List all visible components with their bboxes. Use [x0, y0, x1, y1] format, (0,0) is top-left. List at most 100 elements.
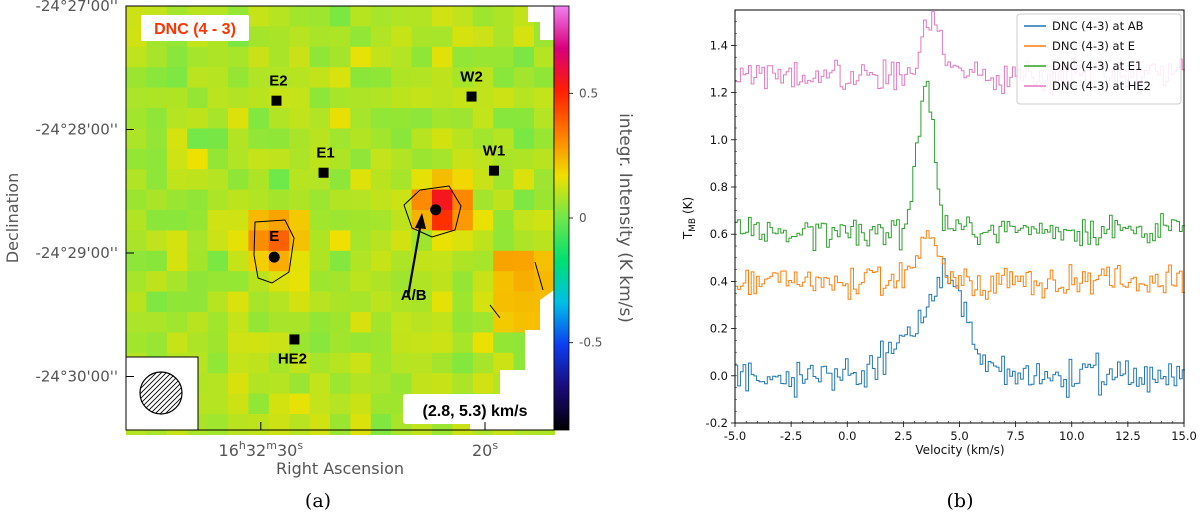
map-pixel: [146, 87, 168, 109]
map-pixel: [166, 271, 188, 293]
map-pixel: [370, 128, 392, 150]
colorbar-label: integr. Intensity (K km/s): [615, 113, 635, 323]
map-pixel: [268, 46, 290, 68]
map-pixel: [228, 210, 249, 231]
map-pixel: [207, 67, 229, 89]
spectrum-series-0: [735, 258, 1185, 398]
map-title-box: [141, 15, 249, 41]
panel-b-spectra: -5.0 -2.5 0.0 2.5 5.0 7.5 10.0 12.5 15.0 -0.2 0.0…: [681, 9, 1197, 512]
panel-b-label: (b): [947, 490, 974, 512]
map-pixel: [330, 332, 351, 354]
spectra-x-tick-label: 2.5: [894, 429, 912, 443]
map-pixel: [391, 26, 413, 48]
map-pixel: [309, 87, 331, 109]
map-pixel: [513, 312, 535, 333]
map-pixel: [289, 271, 311, 293]
map-pixel: [350, 210, 372, 231]
map-pixel: [289, 46, 311, 68]
map-pixel: [126, 148, 147, 170]
map-pixel: [248, 414, 270, 435]
map-xlabel: Right Ascension: [276, 459, 404, 478]
map-pixel: [330, 169, 351, 191]
map-pixel: [493, 230, 515, 252]
map-pixel: [493, 352, 515, 374]
panel-a-label: (a): [305, 490, 331, 512]
map-pixel: [330, 230, 351, 252]
source-marker-w2: [466, 91, 477, 102]
map-pixel: [432, 169, 453, 191]
map-pixel: [309, 332, 331, 354]
spectra-x-tick-label: 15.0: [1171, 429, 1197, 443]
source-label: W1: [483, 143, 506, 160]
map-pixel: [411, 230, 433, 252]
map-pixel: [534, 128, 555, 150]
source-label: HE2: [278, 350, 307, 367]
map-pixel: [452, 291, 474, 313]
map-pixel: [268, 189, 290, 211]
spectra-xlabel: Velocity (km/s): [915, 443, 1004, 457]
spectra-y-tick-label: -0.2: [706, 416, 728, 430]
map-pixel: [534, 250, 555, 272]
map-pixel: [391, 108, 413, 129]
map-pixel: [350, 393, 372, 415]
map-pixel: [166, 87, 188, 109]
map-pixel: [146, 169, 168, 191]
map-pixel: [289, 148, 311, 170]
map-pixel: [350, 230, 372, 252]
map-pixel: [166, 169, 188, 191]
map-pixel: [472, 128, 494, 150]
map-pixel: [248, 148, 270, 170]
map-pixel: [391, 128, 413, 150]
map-pixel: [248, 352, 270, 374]
map-pixel: [411, 148, 433, 170]
source-label: E1: [316, 145, 334, 162]
map-pixel: [513, 67, 535, 89]
map-pixel: [330, 271, 351, 293]
map-pixel: [228, 128, 249, 150]
map-pixel: [187, 148, 209, 170]
map-pixel: [126, 230, 147, 252]
map-pixel: [370, 169, 392, 191]
contour-e: [253, 219, 295, 284]
map-pixel: [370, 352, 392, 374]
map-pixel: [452, 271, 474, 293]
spectra-x-tick-label: -5.0: [724, 429, 746, 443]
map-pixel: [146, 108, 168, 129]
map-pixel: [330, 414, 351, 435]
map-pixel: [187, 128, 209, 150]
map-pixel: [493, 148, 515, 170]
map-pixel: [472, 87, 494, 109]
map-pixel: [228, 67, 249, 89]
map-pixel: [166, 230, 188, 252]
map-pixel: [350, 128, 372, 150]
map-pixel: [228, 414, 249, 435]
map-pixel: [452, 352, 474, 374]
map-pixel: [228, 332, 249, 354]
map-pixel: [391, 148, 413, 170]
map-pixel: [289, 230, 311, 252]
map-pixel: [513, 46, 535, 68]
map-pixel: [309, 373, 331, 395]
map-pixel: [248, 230, 270, 252]
map-pixel: [513, 189, 535, 211]
map-pixel: [432, 67, 453, 89]
map-pixel: [370, 87, 392, 109]
map-x-tick-label: 20s: [472, 439, 498, 460]
map-pixel: [370, 230, 392, 252]
map-pixel: [350, 108, 372, 129]
colorbar-tick-label: 0: [579, 211, 587, 225]
map-pixel: [166, 332, 188, 354]
map-pixel: [146, 210, 168, 231]
map-pixel: [126, 108, 147, 129]
map-pixel: [370, 6, 392, 27]
spectra-y-tick-label: 1.0: [710, 133, 728, 147]
map-pixel: [268, 271, 290, 293]
spectra-x-tick-label: 12.5: [1115, 429, 1141, 443]
map-pixel: [228, 291, 249, 313]
map-pixel: [411, 291, 433, 313]
map-pixel: [248, 87, 270, 109]
map-pixel: [268, 291, 290, 313]
map-pixel: [370, 271, 392, 293]
source-label: W2: [460, 69, 483, 86]
source-marker-e1: [318, 167, 329, 178]
